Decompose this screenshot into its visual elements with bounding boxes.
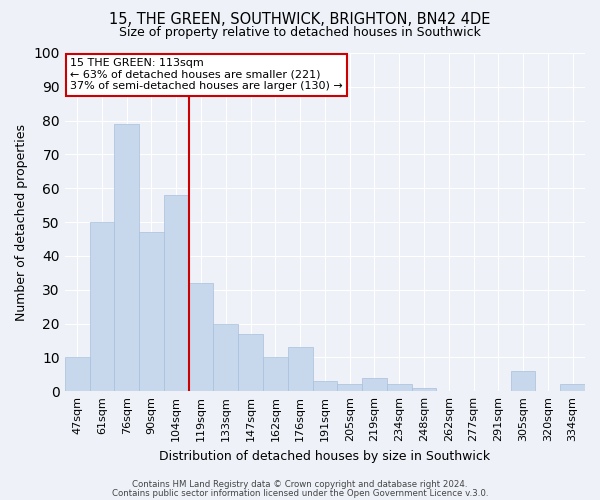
Bar <box>214 324 238 391</box>
Bar <box>139 232 164 391</box>
Bar <box>313 381 337 391</box>
X-axis label: Distribution of detached houses by size in Southwick: Distribution of detached houses by size … <box>160 450 490 462</box>
Bar <box>511 371 535 391</box>
Bar <box>238 334 263 391</box>
Y-axis label: Number of detached properties: Number of detached properties <box>15 124 28 320</box>
Bar <box>65 358 89 391</box>
Bar <box>362 378 387 391</box>
Bar <box>387 384 412 391</box>
Bar <box>188 283 214 391</box>
Text: 15 THE GREEN: 113sqm
← 63% of detached houses are smaller (221)
37% of semi-deta: 15 THE GREEN: 113sqm ← 63% of detached h… <box>70 58 343 92</box>
Bar <box>412 388 436 391</box>
Bar <box>560 384 585 391</box>
Text: Contains public sector information licensed under the Open Government Licence v.: Contains public sector information licen… <box>112 488 488 498</box>
Bar <box>115 124 139 391</box>
Bar <box>288 347 313 391</box>
Bar <box>89 222 115 391</box>
Text: 15, THE GREEN, SOUTHWICK, BRIGHTON, BN42 4DE: 15, THE GREEN, SOUTHWICK, BRIGHTON, BN42… <box>109 12 491 28</box>
Bar <box>263 358 288 391</box>
Bar <box>164 195 188 391</box>
Bar <box>337 384 362 391</box>
Text: Size of property relative to detached houses in Southwick: Size of property relative to detached ho… <box>119 26 481 39</box>
Text: Contains HM Land Registry data © Crown copyright and database right 2024.: Contains HM Land Registry data © Crown c… <box>132 480 468 489</box>
